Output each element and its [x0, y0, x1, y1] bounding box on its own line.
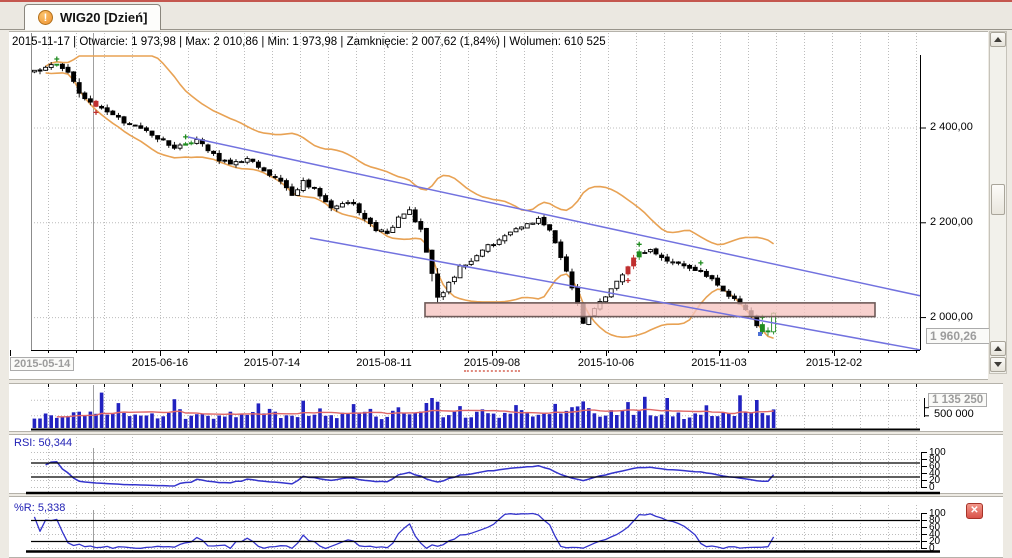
ohlc-info-bar: 2015-11-17 | Otwarcie: 1 973,98 | Max: 2…: [12, 36, 606, 48]
williams-r-panel[interactable]: [9, 496, 1003, 558]
price-scrollbar-track[interactable]: [989, 31, 1007, 374]
triangle-up-icon: [994, 346, 1002, 351]
scroll-up-button[interactable]: [990, 32, 1006, 47]
tab-wig20[interactable]: ! WIG20 [Dzień]: [24, 4, 162, 30]
warning-icon: !: [38, 10, 53, 25]
window-top-border: [0, 0, 1012, 2]
rsi-value-label: RSI: 50,344: [14, 437, 73, 449]
price-scrollbar-thumb[interactable]: [991, 184, 1005, 215]
panel-collapse-button[interactable]: [990, 357, 1006, 372]
triangle-down-icon: [994, 362, 1002, 367]
close-indicator-button[interactable]: ✕: [966, 503, 983, 519]
volume-panel[interactable]: [9, 383, 1003, 432]
rsi-panel[interactable]: [9, 434, 1003, 494]
tab-bar: ! WIG20 [Dzień]: [0, 2, 1012, 30]
triangle-up-icon: [994, 37, 1002, 42]
price-chart-panel[interactable]: [9, 31, 988, 380]
tab-label: WIG20 [Dzień]: [60, 10, 148, 25]
close-icon: ✕: [970, 505, 979, 516]
panel-expand-button[interactable]: [990, 341, 1006, 356]
williams-r-value-label: %R: 5,338: [14, 502, 66, 514]
